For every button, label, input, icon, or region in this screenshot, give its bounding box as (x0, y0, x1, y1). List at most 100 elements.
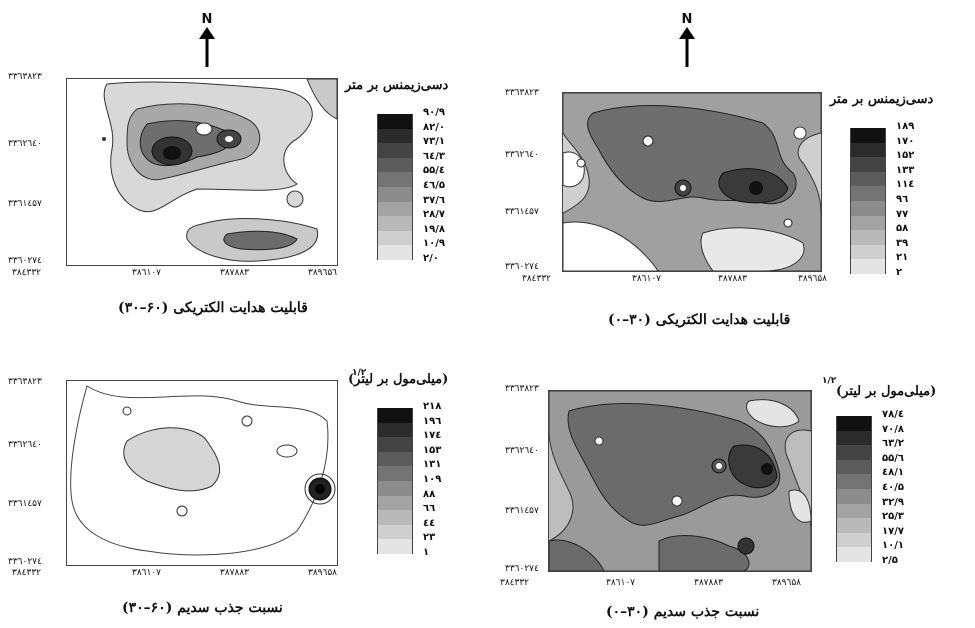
legend-value: ۷۷ (896, 208, 909, 220)
legend-value: ۹٦ (896, 194, 909, 205)
y-tick: ۳۳٦۳۸۲۳ (8, 377, 42, 387)
y-tick: ۳۳٦۱٤۵۷ (505, 207, 539, 217)
legend-value: ۱۷/۷ (882, 525, 904, 537)
map-caption: قابلیت هدایت الکتریکی (۶۰–۳۰) (118, 300, 308, 316)
north-arrow-icon (679, 27, 695, 67)
legend-value: ٦۳/۲ (882, 438, 904, 450)
legend-value: ۲۱ (896, 252, 909, 264)
legend-swatch (850, 171, 886, 187)
contour-map (548, 390, 812, 572)
y-tick: ۳۳٦۱٤۵۷ (8, 199, 42, 209)
legend-title: دسی‌زیمنس بر متر (345, 78, 449, 93)
legend-swatch (377, 172, 413, 187)
y-tick: ۳۳٦۳۸۲۳ (505, 88, 539, 98)
legend-value: ٤٤ (423, 517, 436, 529)
x-tick: ۳۸۹٦۵۸ (772, 578, 802, 588)
y-tick: ۳۳٦۲٦٤۰ (505, 150, 539, 160)
legend-value: ۱۳۳ (896, 164, 915, 176)
north-label: N (201, 12, 213, 27)
legend-swatch (836, 459, 872, 475)
legend-swatch (377, 143, 413, 158)
x-tick: ۳۸٤۳۳۲ (12, 568, 42, 578)
legend-swatch (850, 142, 886, 158)
x-tick: ۳۸٤۳۳۲ (12, 268, 42, 278)
contour-map-graphic (548, 390, 812, 572)
x-tick: ۳۸٦۱۰۷ (132, 268, 162, 278)
legend-swatch (377, 524, 413, 540)
y-tick: ۳۳٦۰۲۷٤ (505, 564, 539, 574)
x-tick: ۳۸۷۸۸۳ (220, 568, 250, 578)
legend-swatch (850, 186, 886, 201)
legend-value: ۱۷۰ (896, 135, 915, 147)
legend-swatch (836, 532, 872, 548)
x-tick: ۳۸۹٦۵٦ (308, 268, 338, 278)
legend-value: ۹۰/۹ (423, 107, 445, 118)
legend-swatch (850, 215, 886, 231)
legend-value: ۱ (423, 547, 430, 558)
legend-value: ۵۸ (896, 223, 909, 235)
legend-exponent: ۱/۲ (352, 368, 367, 378)
legend-value: ۳۲/۹ (882, 496, 904, 508)
legend-swatch (850, 230, 886, 245)
legend-swatch (377, 481, 413, 496)
legend-value: ۲۳ (423, 532, 436, 544)
x-tick: ۳۸٤۳۳۲ (500, 578, 530, 588)
legend-value: ۱۰/۹ (423, 238, 445, 250)
y-tick: ۳۳٦۲٦٤۰ (8, 440, 42, 450)
legend-swatch (836, 489, 872, 504)
y-tick: ۳۳٦۱٤۵۷ (8, 499, 42, 509)
legend-swatch (377, 408, 413, 423)
legend-swatch (836, 474, 872, 489)
legend-swatch (377, 157, 413, 173)
contour-map (562, 92, 822, 272)
legend-title: (میلی‌مول بر لیتر) (836, 384, 937, 399)
legend-swatch (836, 445, 872, 460)
y-tick: ۳۳٦۱٤۵۷ (505, 506, 539, 516)
y-tick: ۳۳٦۳۸۲۳ (505, 384, 539, 394)
legend-value: ۲۸/۷ (423, 209, 445, 221)
y-tick: ۳۳٦۰۲۷٤ (8, 557, 42, 567)
map-caption: نسبت جذب سدیم (۶۰–۳۰) (122, 600, 283, 616)
legend-value: ۸۲/۰ (423, 121, 445, 133)
legend-swatch (377, 114, 413, 129)
legend-value: ۲ (896, 267, 903, 278)
legend-swatch (377, 466, 413, 481)
contour-map-graphic (562, 92, 822, 272)
legend-value: ٤۰/۵ (882, 482, 904, 493)
legend-swatch (836, 416, 872, 431)
contour-map (66, 78, 338, 266)
legend-swatch (836, 518, 872, 533)
legend-value: ۳۹ (896, 237, 909, 249)
legend-title: دسی‌زیمنس بر متر (830, 92, 934, 107)
legend-swatch (850, 201, 886, 216)
legend-swatch (377, 451, 413, 467)
legend-value: ۲۵/۳ (882, 511, 904, 523)
x-tick: ۳۸۹٦۵۸ (798, 274, 828, 284)
legend-value: ٦٦ (423, 503, 436, 515)
x-tick: ۳۸۷۸۸۳ (220, 268, 250, 278)
legend-swatch (850, 259, 886, 274)
legend-swatch (377, 437, 413, 452)
x-tick: ۳۸۷۸۸۳ (694, 578, 724, 588)
y-tick: ۳۳٦۳۸۲۳ (8, 72, 42, 82)
legend-swatch (377, 187, 413, 202)
legend-title: (میلی‌مول بر لیتر) (348, 372, 449, 387)
contour-map-graphic (102, 78, 338, 262)
legend-value: ۲/۵ (882, 555, 898, 566)
legend-swatch (850, 244, 886, 260)
y-tick: ۳۳٦۰۲۷٤ (505, 262, 539, 272)
y-tick: ۳۳٦۰۲۷٤ (8, 256, 42, 266)
legend-swatch (377, 201, 413, 217)
legend-swatch (377, 422, 413, 438)
legend-swatch (850, 157, 886, 172)
contour-map-graphic (70, 381, 336, 565)
legend-value: ۲۱۸ (423, 401, 442, 412)
north-arrow: N (675, 12, 699, 71)
legend-value: ٤٦/۵ (423, 180, 445, 191)
legend-value: ۱۹/۸ (423, 223, 445, 235)
legend-value: ۱۰/۱ (882, 540, 904, 552)
north-arrow: N (195, 12, 219, 71)
contour-map (66, 380, 338, 566)
map-caption: قابلیت هدایت الکتریکی (۳۰–۰) (608, 312, 791, 328)
legend-value: ۷۰/۸ (882, 423, 904, 435)
